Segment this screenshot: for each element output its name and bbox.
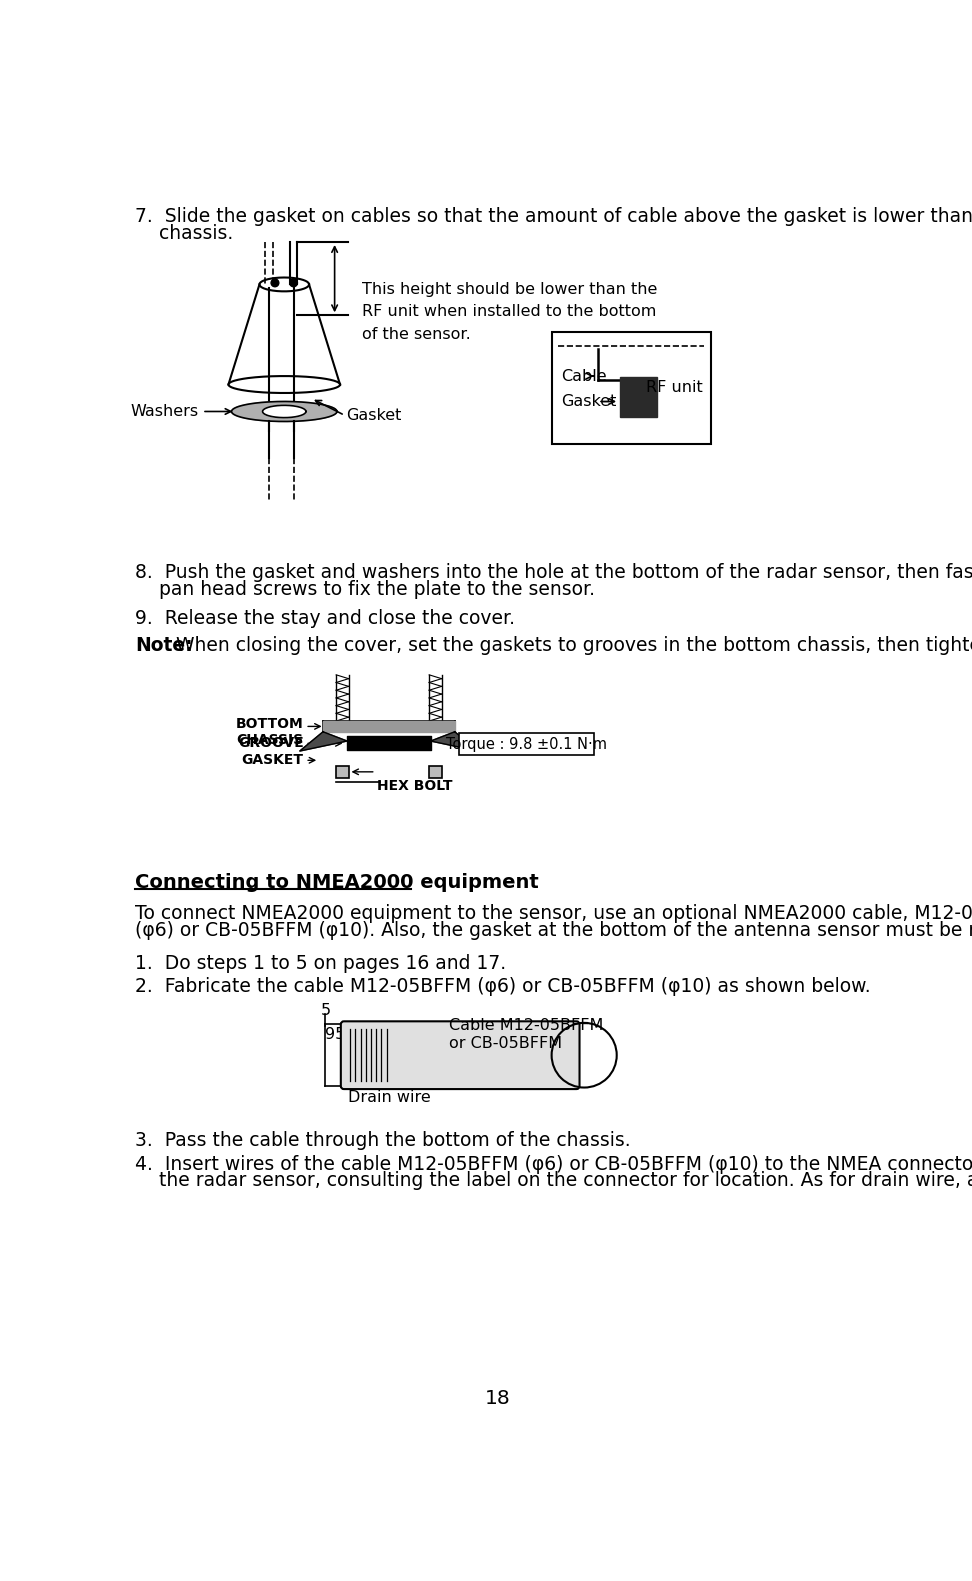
Text: chassis.: chassis. xyxy=(135,223,233,242)
Text: 2.  Fabricate the cable M12-05BFFM (φ6) or CB-05BFFM (φ10) as shown below.: 2. Fabricate the cable M12-05BFFM (φ6) o… xyxy=(135,977,871,996)
Bar xyxy=(552,332,711,444)
Text: Connecting to NMEA2000 equipment: Connecting to NMEA2000 equipment xyxy=(135,873,539,893)
Text: 5: 5 xyxy=(320,1002,330,1018)
Text: When closing the cover, set the gaskets to grooves in the bottom chassis, then t: When closing the cover, set the gaskets … xyxy=(169,636,972,655)
Circle shape xyxy=(271,278,279,286)
Bar xyxy=(620,376,657,417)
Text: 95: 95 xyxy=(326,1028,346,1042)
Ellipse shape xyxy=(262,405,306,417)
Ellipse shape xyxy=(231,402,337,422)
Text: Gasket: Gasket xyxy=(561,394,616,409)
Circle shape xyxy=(290,278,297,286)
Text: GROOVE: GROOVE xyxy=(238,737,303,751)
Text: 9.  Release the stay and close the cover.: 9. Release the stay and close the cover. xyxy=(135,609,515,628)
Text: Note:: Note: xyxy=(135,636,193,655)
Bar xyxy=(430,765,441,778)
Text: Torque : 9.8 ±0.1 N·m: Torque : 9.8 ±0.1 N·m xyxy=(445,737,607,751)
Text: 7.  Slide the gasket on cables so that the amount of cable above the gasket is l: 7. Slide the gasket on cables so that th… xyxy=(135,207,972,226)
Text: Cable: Cable xyxy=(561,368,607,384)
Text: 8.  Push the gasket and washers into the hole at the bottom of the radar sensor,: 8. Push the gasket and washers into the … xyxy=(135,563,972,582)
Text: GASKET: GASKET xyxy=(242,753,303,767)
Text: the radar sensor, consulting the label on the connector for location. As for dra: the radar sensor, consulting the label o… xyxy=(135,1172,972,1190)
Bar xyxy=(459,734,594,754)
Text: pan head screws to fix the plate to the sensor.: pan head screws to fix the plate to the … xyxy=(135,580,596,599)
Text: This height should be lower than the
RF unit when installed to the bottom
of the: This height should be lower than the RF … xyxy=(362,281,657,341)
Text: 18: 18 xyxy=(485,1390,511,1409)
Text: HEX BOLT: HEX BOLT xyxy=(377,779,453,792)
Text: Washers: Washers xyxy=(131,405,199,419)
Text: Gasket: Gasket xyxy=(346,408,401,422)
Text: 3.  Pass the cable through the bottom of the chassis.: 3. Pass the cable through the bottom of … xyxy=(135,1132,631,1151)
Text: 1.  Do steps 1 to 5 on pages 16 and 17.: 1. Do steps 1 to 5 on pages 16 and 17. xyxy=(135,955,506,974)
Polygon shape xyxy=(299,732,347,751)
FancyBboxPatch shape xyxy=(341,1021,579,1089)
Text: Drain wire: Drain wire xyxy=(348,1089,431,1105)
Text: BOTTOM
CHASSIS: BOTTOM CHASSIS xyxy=(236,718,303,748)
Text: To connect NMEA2000 equipment to the sensor, use an optional NMEA2000 cable, M12: To connect NMEA2000 equipment to the sen… xyxy=(135,904,972,923)
Polygon shape xyxy=(431,732,478,751)
Text: RF unit: RF unit xyxy=(646,379,703,395)
Bar xyxy=(336,765,349,778)
Text: (φ6) or CB-05BFFM (φ10). Also, the gasket at the bottom of the antenna sensor mu: (φ6) or CB-05BFFM (φ10). Also, the gaske… xyxy=(135,922,972,941)
Text: 4.  Insert wires of the cable M12-05BFFM (φ6) or CB-05BFFM (φ10) to the NMEA con: 4. Insert wires of the cable M12-05BFFM … xyxy=(135,1154,972,1173)
Text: Cable M12-05BFFM
or CB-05BFFM: Cable M12-05BFFM or CB-05BFFM xyxy=(448,1018,603,1051)
